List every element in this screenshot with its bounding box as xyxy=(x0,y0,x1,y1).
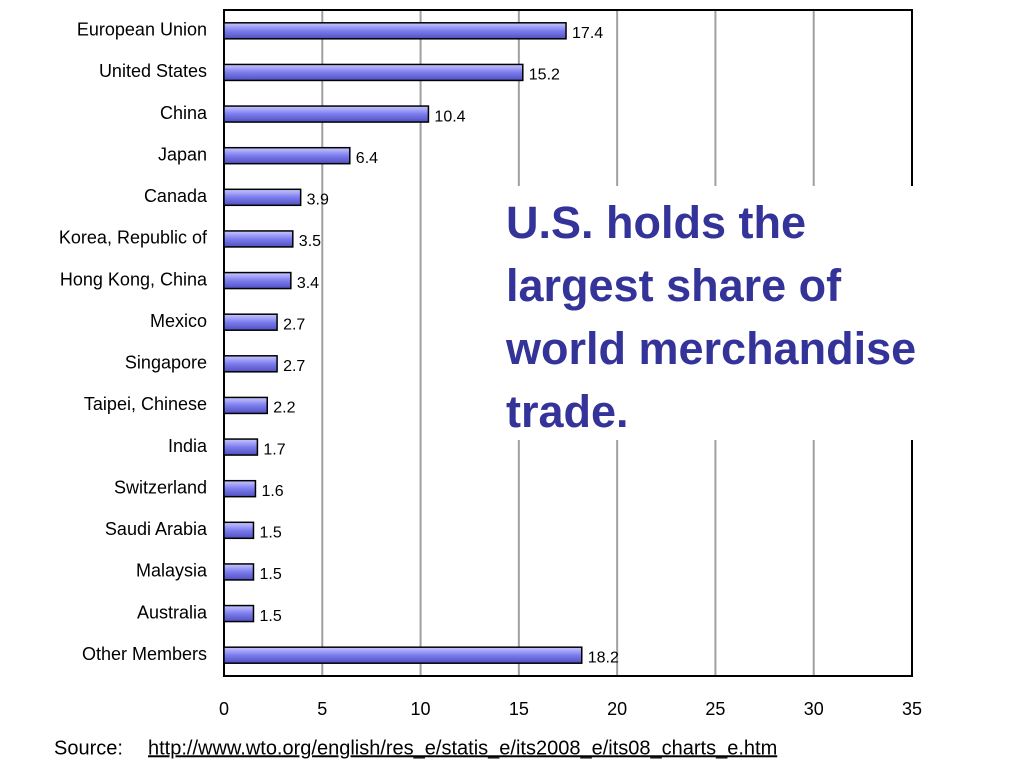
bar xyxy=(223,105,430,123)
data-label: 1.5 xyxy=(259,525,281,542)
x-tick-label: 20 xyxy=(607,699,627,719)
y-tick-label: Canada xyxy=(144,186,208,206)
data-label: 2.2 xyxy=(273,400,295,417)
data-label: 15.2 xyxy=(529,67,560,84)
bar xyxy=(223,646,583,664)
annotation: largest share of xyxy=(506,260,842,311)
y-tick-label: Japan xyxy=(158,144,207,164)
bar xyxy=(223,271,292,290)
bar xyxy=(223,230,294,248)
x-tick-label: 35 xyxy=(902,699,922,719)
x-tick-label: 5 xyxy=(317,699,327,719)
x-tick-label: 25 xyxy=(705,699,725,719)
bar xyxy=(223,604,255,623)
data-label: 1.5 xyxy=(259,566,281,583)
bar xyxy=(223,438,259,456)
y-tick-label: Saudi Arabia xyxy=(105,519,208,539)
data-label: 10.4 xyxy=(434,108,465,125)
data-label: 1.6 xyxy=(261,483,283,500)
bar xyxy=(223,63,524,82)
x-tick-label: 10 xyxy=(411,699,431,719)
bar xyxy=(223,479,257,498)
data-label: 1.5 xyxy=(259,608,281,625)
source-label: Source: xyxy=(54,737,123,759)
annotation: world merchandise xyxy=(505,323,916,374)
bar xyxy=(223,146,351,165)
y-tick-label: Other Members xyxy=(82,644,207,664)
data-label: 3.5 xyxy=(299,233,321,250)
y-tick-label: Switzerland xyxy=(114,477,207,497)
bar xyxy=(223,521,255,540)
data-label: 3.4 xyxy=(297,275,319,292)
x-tick-label: 0 xyxy=(219,699,229,719)
bar xyxy=(223,563,255,581)
x-tick-label: 15 xyxy=(509,699,529,719)
y-tick-label: Malaysia xyxy=(136,561,208,581)
bar xyxy=(223,396,268,415)
data-label: 18.2 xyxy=(588,649,619,666)
data-label: 2.7 xyxy=(283,358,305,375)
y-tick-label: United States xyxy=(99,61,207,81)
bar xyxy=(223,355,278,373)
y-tick-label: Taipei, Chinese xyxy=(84,394,207,414)
annotation: U.S. holds the xyxy=(506,197,806,248)
source-link[interactable]: http://www.wto.org/english/res_e/statis_… xyxy=(148,737,777,759)
source-url[interactable]: http://www.wto.org/english/res_e/statis_… xyxy=(148,737,777,759)
data-label: 2.7 xyxy=(283,316,305,333)
y-tick-label: Korea, Republic of xyxy=(59,228,208,248)
bar xyxy=(223,22,567,40)
data-label: 17.4 xyxy=(572,25,603,42)
data-label: 6.4 xyxy=(356,150,378,167)
x-tick-label: 30 xyxy=(804,699,824,719)
y-tick-label: Hong Kong, China xyxy=(60,269,208,289)
y-tick-label: Australia xyxy=(137,602,208,622)
annotation: trade. xyxy=(506,386,629,437)
data-label: 3.9 xyxy=(307,192,329,209)
y-tick-label: India xyxy=(168,436,208,456)
bar xyxy=(223,313,278,331)
annotation-box xyxy=(492,186,992,440)
y-tick-label: Singapore xyxy=(125,353,207,373)
bar xyxy=(223,188,302,207)
y-tick-label: European Union xyxy=(77,20,207,40)
data-label: 1.7 xyxy=(263,441,285,458)
y-tick-label: Mexico xyxy=(150,311,207,331)
y-tick-label: China xyxy=(160,103,208,123)
